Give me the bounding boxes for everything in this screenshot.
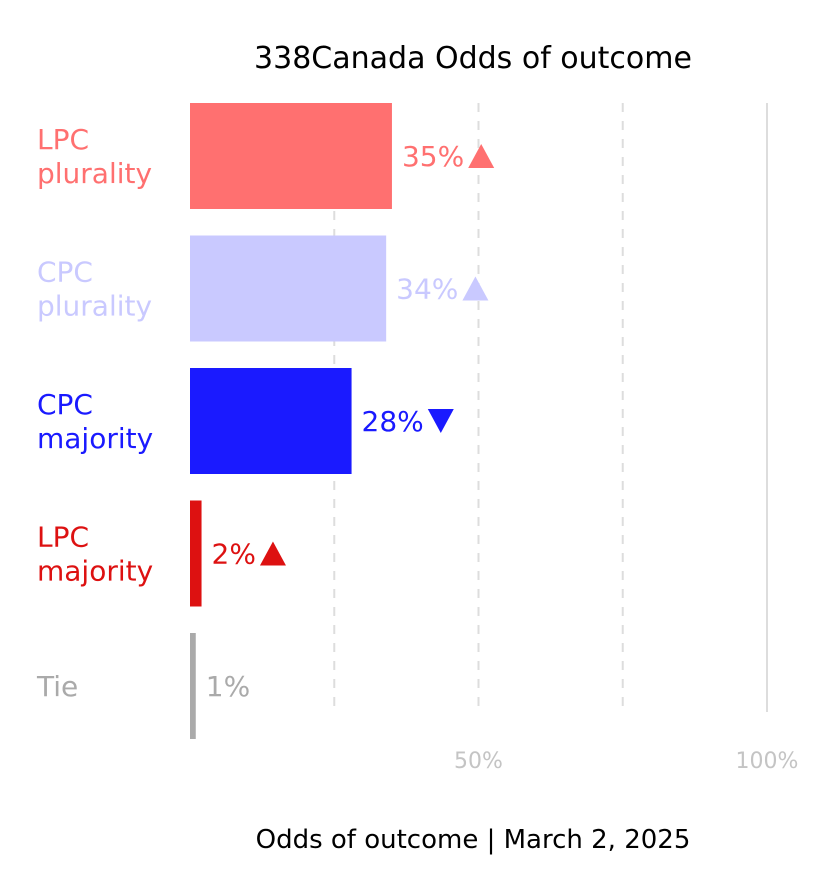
value-label: 28% xyxy=(362,405,424,438)
value-label: 35% xyxy=(402,140,464,173)
gridlines xyxy=(333,103,768,712)
category-label: plurality xyxy=(37,157,152,190)
bar xyxy=(190,500,202,607)
trend-down-icon xyxy=(427,409,454,433)
category-label: CPC xyxy=(37,388,93,421)
category-label: majority xyxy=(37,422,153,455)
x-axis-label: Odds of outcome | March 2, 2025 xyxy=(256,825,691,855)
category-label: plurality xyxy=(37,290,152,323)
x-tick-label: 50% xyxy=(454,749,503,774)
value-label: 2% xyxy=(212,538,256,571)
bar xyxy=(190,235,387,342)
value-label: 34% xyxy=(396,273,458,306)
value-labels: 35% 34% 28% 2% 1% xyxy=(206,140,495,703)
category-label: CPC xyxy=(37,256,93,289)
bar xyxy=(190,368,352,474)
category-label: majority xyxy=(37,555,153,588)
bar xyxy=(190,633,196,739)
value-label: 1% xyxy=(206,670,250,703)
bar xyxy=(190,103,392,209)
bars xyxy=(190,103,392,739)
chart-title: 338Canada Odds of outcome xyxy=(254,41,692,76)
trend-up-icon xyxy=(468,144,495,168)
trend-up-icon xyxy=(462,276,489,301)
category-labels: LPCpluralityCPCpluralityCPCmajorityLPCma… xyxy=(36,123,153,703)
category-label: Tie xyxy=(36,670,78,703)
x-tick-labels: 50% 100% xyxy=(454,749,798,774)
x-tick-label: 100% xyxy=(736,749,799,774)
category-label: LPC xyxy=(37,521,89,554)
category-label: LPC xyxy=(37,123,89,156)
trend-up-icon xyxy=(259,541,286,566)
